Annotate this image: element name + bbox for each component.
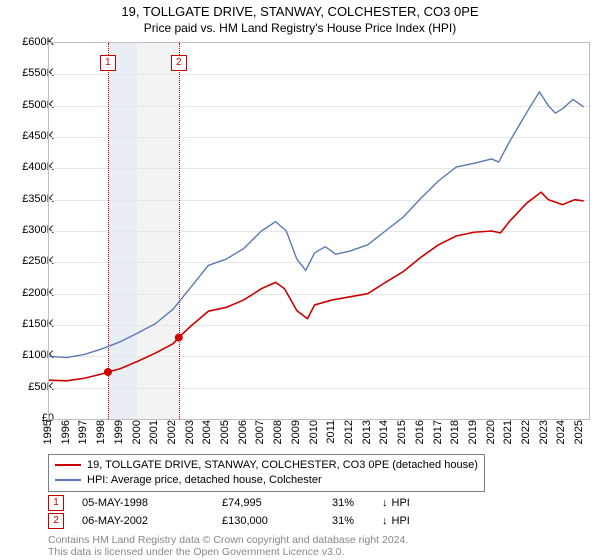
hpi-line xyxy=(49,92,584,358)
transaction-date: 06-MAY-2002 xyxy=(82,515,222,527)
transaction-comp: HPI xyxy=(392,515,452,527)
transaction-date: 05-MAY-1998 xyxy=(82,497,222,509)
transaction-table: 1 05-MAY-1998 £74,995 31% ↓ HPI 2 06-MAY… xyxy=(48,494,452,530)
x-axis-label: 2024 xyxy=(555,420,567,444)
legend-red-label: 19, TOLLGATE DRIVE, STANWAY, COLCHESTER,… xyxy=(87,459,478,471)
x-axis-label: 1995 xyxy=(42,420,54,444)
x-axis-label: 2019 xyxy=(467,420,479,444)
x-axis-label: 2002 xyxy=(166,420,178,444)
x-axis-label: 2003 xyxy=(184,420,196,444)
footer-line-1: Contains HM Land Registry data © Crown c… xyxy=(48,534,408,546)
down-arrow-icon: ↓ xyxy=(382,497,388,509)
transaction-row: 2 06-MAY-2002 £130,000 31% ↓ HPI xyxy=(48,512,452,530)
x-axis-label: 2006 xyxy=(237,420,249,444)
x-axis-label: 2012 xyxy=(343,420,355,444)
x-axis-label: 2022 xyxy=(520,420,532,444)
x-axis-label: 2005 xyxy=(219,420,231,444)
x-axis-label: 2009 xyxy=(290,420,302,444)
transaction-marker-1: 1 xyxy=(48,495,64,511)
price-paid-line xyxy=(49,192,584,381)
sale-point xyxy=(175,334,183,342)
x-axis-label: 1999 xyxy=(113,420,125,444)
x-axis-label: 2025 xyxy=(573,420,585,444)
chart-lines xyxy=(49,43,589,419)
x-axis-label: 2011 xyxy=(325,420,337,444)
x-axis-label: 2014 xyxy=(378,420,390,444)
x-axis-label: 2017 xyxy=(432,420,444,444)
sale-point xyxy=(104,368,112,376)
plot-area: 12 xyxy=(48,42,590,420)
x-axis-label: 2015 xyxy=(396,420,408,444)
event-marker: 2 xyxy=(171,55,187,71)
x-axis-label: 2023 xyxy=(538,420,550,444)
x-axis-label: 2001 xyxy=(148,420,160,444)
transaction-price: £130,000 xyxy=(222,515,332,527)
footer-line-2: This data is licensed under the Open Gov… xyxy=(48,546,408,558)
chart-subtitle: Price paid vs. HM Land Registry's House … xyxy=(0,21,600,35)
x-axis-label: 2016 xyxy=(414,420,426,444)
x-axis-label: 2008 xyxy=(272,420,284,444)
legend: 19, TOLLGATE DRIVE, STANWAY, COLCHESTER,… xyxy=(48,454,485,492)
x-axis-label: 2020 xyxy=(485,420,497,444)
transaction-marker-2: 2 xyxy=(48,513,64,529)
chart-title: 19, TOLLGATE DRIVE, STANWAY, COLCHESTER,… xyxy=(0,4,600,19)
x-axis-label: 2013 xyxy=(361,420,373,444)
footer: Contains HM Land Registry data © Crown c… xyxy=(48,534,408,558)
x-axis-label: 1997 xyxy=(77,420,89,444)
transaction-pct: 31% xyxy=(332,497,382,509)
down-arrow-icon: ↓ xyxy=(382,515,388,527)
x-axis-label: 2007 xyxy=(254,420,266,444)
x-axis-label: 2000 xyxy=(131,420,143,444)
transaction-row: 1 05-MAY-1998 £74,995 31% ↓ HPI xyxy=(48,494,452,512)
transaction-comp: HPI xyxy=(392,497,452,509)
legend-blue-label: HPI: Average price, detached house, Colc… xyxy=(87,474,322,486)
x-axis-label: 2010 xyxy=(308,420,320,444)
x-axis-label: 2018 xyxy=(449,420,461,444)
x-axis-label: 1998 xyxy=(95,420,107,444)
x-axis-label: 1996 xyxy=(60,420,72,444)
x-axis-label: 2004 xyxy=(201,420,213,444)
transaction-price: £74,995 xyxy=(222,497,332,509)
transaction-pct: 31% xyxy=(332,515,382,527)
x-axis-label: 2021 xyxy=(502,420,514,444)
event-marker: 1 xyxy=(100,55,116,71)
